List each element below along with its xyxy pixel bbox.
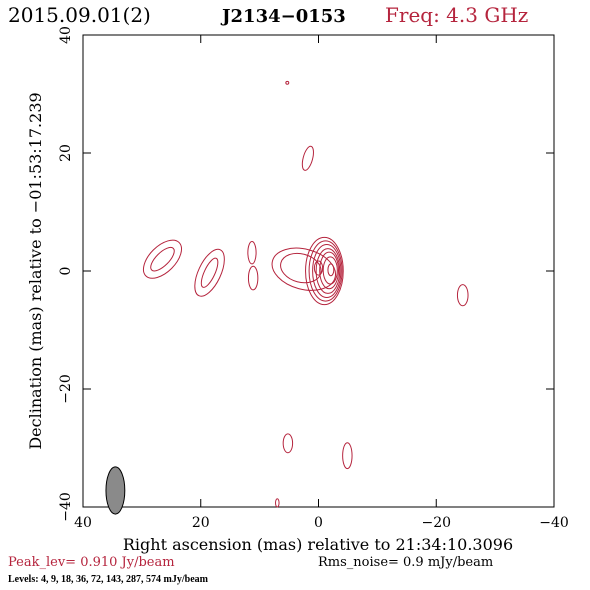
- contour-levels: Levels: 4, 9, 18, 36, 72, 143, 287, 574 …: [8, 574, 209, 585]
- y-tick-label: −40: [58, 492, 74, 522]
- contour-lines: [142, 80, 469, 508]
- contour-blob: [247, 265, 259, 291]
- contour-core: [315, 248, 341, 294]
- contour-core_ext: [271, 247, 336, 291]
- x-tick-label: 20: [192, 515, 210, 531]
- y-tick-label: 40: [58, 26, 74, 44]
- contour-core_ext: [280, 252, 322, 284]
- frequency-label: Freq: 4.3 GHz: [385, 3, 528, 27]
- contour-core: [327, 263, 335, 277]
- axis-ticks: [82, 34, 555, 508]
- x-axis-label: Right ascension (mas) relative to 21:34:…: [123, 535, 513, 554]
- y-tick-label: 20: [58, 144, 74, 162]
- x-tick-label: −20: [421, 515, 451, 531]
- contour-jet1: [150, 246, 175, 272]
- restoring-beam: [105, 466, 126, 515]
- observation-date: 2015.09.01(2): [8, 3, 151, 27]
- peak-level: Peak_lev= 0.910 Jy/beam: [8, 555, 175, 570]
- contour-core: [322, 256, 338, 285]
- source-name: J2134−0153: [220, 6, 346, 27]
- rms-noise: Rms_noise= 0.9 mJy/beam: [318, 555, 493, 570]
- beam-ellipse: [105, 466, 126, 515]
- contour-blob: [301, 145, 314, 171]
- contour-core: [312, 243, 342, 299]
- contour-blob: [342, 442, 353, 470]
- contour-blob: [282, 433, 294, 454]
- contour-core: [308, 240, 343, 302]
- contour-blob: [247, 241, 257, 265]
- contour-core: [313, 260, 324, 276]
- y-tick-label: −20: [58, 374, 74, 404]
- contour-blob: [456, 284, 469, 307]
- contour-jet1: [142, 239, 182, 279]
- x-tick-label: 40: [74, 515, 92, 531]
- x-tick-label: −40: [539, 515, 569, 531]
- contour-jet2: [194, 248, 225, 297]
- contour-core: [319, 251, 340, 290]
- contour-blob: [275, 498, 280, 508]
- contour-core: [305, 236, 344, 306]
- y-tick-label: 0: [58, 267, 74, 276]
- y-tick-labels: −40 −20 0 20 40: [58, 26, 74, 522]
- y-axis-label: Declination (mas) relative to −01:53:17.…: [26, 92, 45, 449]
- x-tick-label: 0: [314, 515, 323, 531]
- x-tick-labels: 40 20 0 −20 −40: [74, 515, 569, 531]
- contour-blob: [285, 80, 290, 85]
- contour-jet2: [200, 257, 219, 288]
